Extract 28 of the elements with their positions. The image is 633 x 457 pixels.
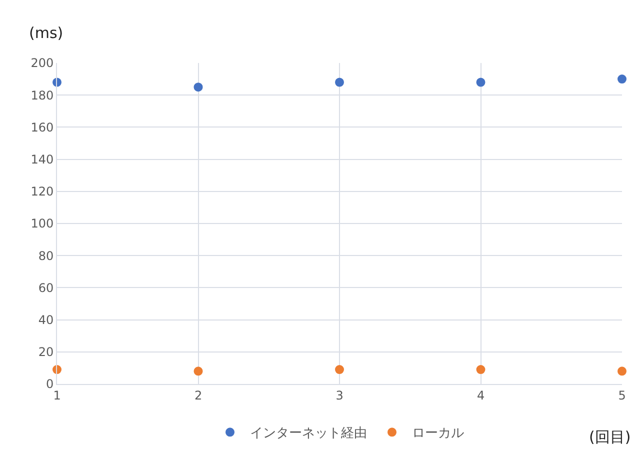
y-tick-label: 120 [30, 184, 54, 199]
x-tick-label: 4 [476, 388, 485, 402]
legend-label: ローカル [412, 426, 464, 442]
point [194, 366, 203, 376]
y-tick-label: 20 [38, 345, 54, 360]
y-axis-title: (ms) [29, 24, 64, 42]
point [476, 78, 486, 87]
x-tick-label: 1 [53, 388, 61, 402]
y-tick-label: 140 [30, 152, 54, 166]
point [618, 366, 626, 376]
point [618, 74, 626, 84]
x-tick-label: 2 [194, 388, 202, 402]
legend-label: インターネット経由 [250, 426, 367, 442]
y-tick-label: 160 [30, 120, 54, 134]
point [335, 78, 344, 87]
y-tick-label: 180 [30, 88, 54, 102]
y-tick-label: 100 [30, 216, 54, 231]
y-tick-label: 80 [38, 248, 54, 263]
y-tick-label: 40 [38, 313, 54, 327]
x-tick-label: 3 [336, 388, 344, 402]
x-axis-title: (回目) [589, 428, 631, 446]
y-tick-label: 60 [38, 280, 54, 295]
point [476, 365, 486, 374]
y-tick-label: 0 [46, 377, 54, 392]
point [194, 82, 203, 92]
point [335, 365, 344, 374]
x-tick-label: 5 [618, 388, 626, 402]
y-tick-label: 200 [30, 56, 54, 70]
